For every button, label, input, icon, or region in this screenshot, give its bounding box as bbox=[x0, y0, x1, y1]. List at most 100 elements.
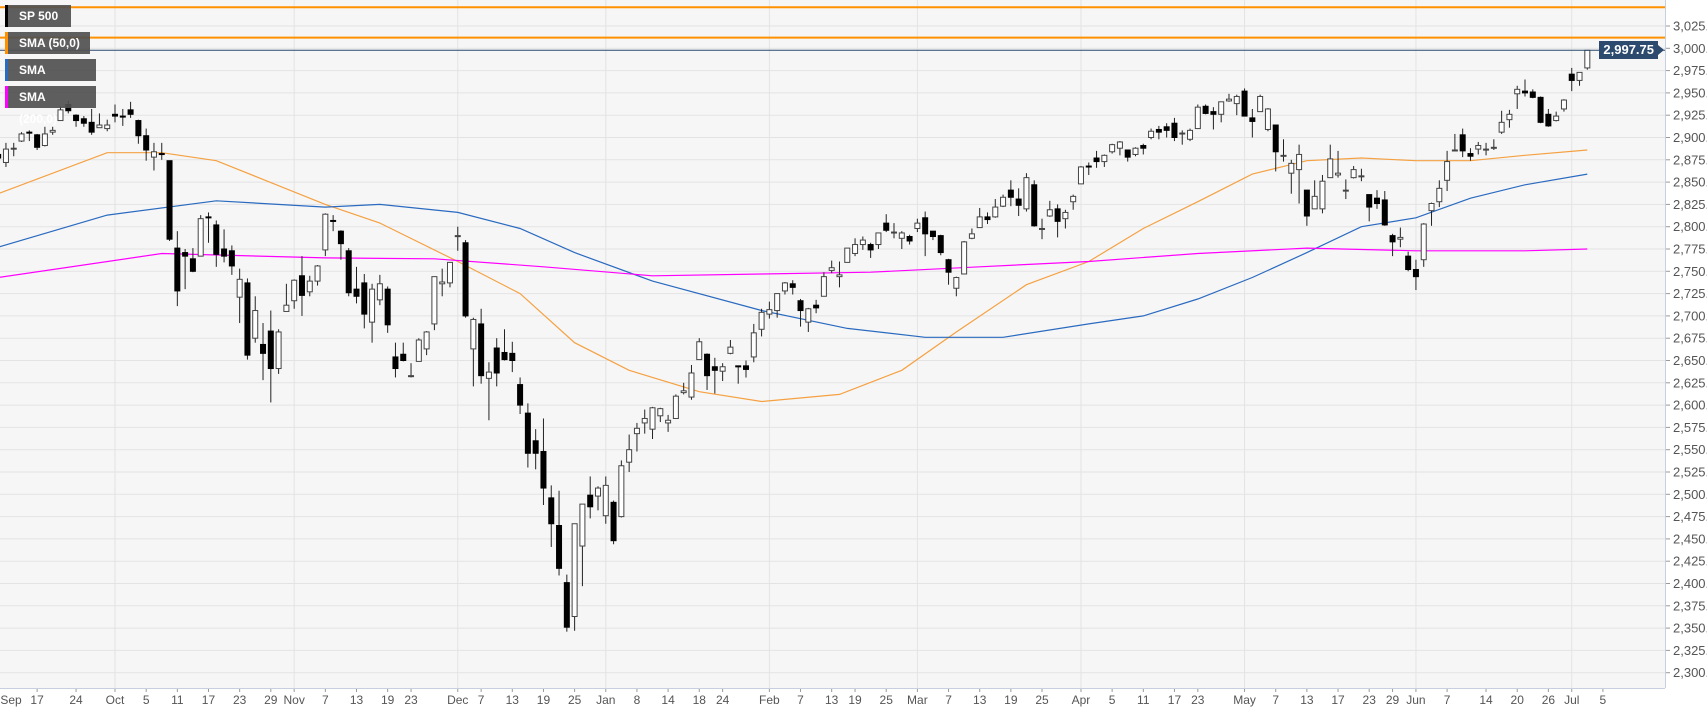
legend-sma200[interactable]: SMA (200,0) bbox=[5, 86, 96, 126]
candle bbox=[1545, 108, 1552, 127]
x-tick-label: 17 bbox=[1168, 693, 1182, 707]
candle bbox=[898, 231, 905, 249]
candle bbox=[781, 282, 788, 295]
candle bbox=[914, 218, 921, 233]
candle bbox=[1514, 85, 1521, 109]
candle-body bbox=[221, 248, 228, 257]
candle-body bbox=[766, 309, 773, 315]
candle bbox=[719, 363, 726, 382]
candle-body bbox=[571, 523, 578, 618]
candle-body bbox=[805, 308, 812, 323]
candle-body bbox=[992, 206, 999, 218]
candle-body bbox=[937, 235, 944, 254]
candle-body bbox=[1560, 99, 1567, 110]
candle bbox=[1288, 159, 1295, 194]
candle-body bbox=[875, 232, 882, 246]
candle-body bbox=[423, 331, 430, 350]
candle bbox=[1249, 108, 1256, 138]
candle bbox=[1163, 123, 1170, 138]
x-tick-label: 13 bbox=[1300, 693, 1314, 707]
candle bbox=[774, 293, 781, 318]
candle-body bbox=[1288, 162, 1295, 174]
candle bbox=[1194, 104, 1201, 130]
legend-sma50[interactable]: SMA (50,0) bbox=[5, 32, 90, 54]
candle bbox=[1116, 141, 1123, 156]
candle bbox=[1350, 166, 1357, 179]
candle-body bbox=[88, 121, 95, 133]
candle-body bbox=[781, 282, 788, 292]
candle-body bbox=[415, 339, 422, 362]
candle-body bbox=[143, 135, 150, 151]
candle-body bbox=[594, 487, 601, 497]
candle-body bbox=[298, 275, 305, 296]
y-tick-label: 3,025.00 bbox=[1673, 19, 1707, 34]
candle-body bbox=[509, 352, 516, 362]
candle-body bbox=[135, 120, 142, 137]
candle bbox=[540, 418, 547, 506]
candle-body bbox=[1498, 121, 1505, 133]
candle bbox=[735, 365, 742, 384]
candle-body bbox=[1475, 145, 1482, 150]
candle bbox=[587, 476, 594, 519]
y-tick-label: 2,925.00 bbox=[1673, 108, 1707, 123]
candle-body bbox=[836, 274, 843, 278]
candle bbox=[672, 394, 679, 419]
candle-body bbox=[166, 160, 173, 240]
candle bbox=[945, 258, 952, 285]
candle bbox=[696, 338, 703, 361]
candle-body bbox=[680, 390, 687, 394]
candle-body bbox=[1210, 111, 1217, 115]
candle-body bbox=[306, 280, 313, 293]
candle-body bbox=[189, 258, 196, 272]
x-tick-label: Feb bbox=[759, 693, 780, 707]
candle bbox=[1155, 125, 1162, 140]
candle bbox=[1498, 110, 1505, 134]
candle bbox=[291, 279, 298, 309]
legend-sp500[interactable]: SP 500 bbox=[5, 5, 71, 27]
y-tick-label: 2,800.00 bbox=[1673, 219, 1707, 234]
candle-body bbox=[0, 153, 2, 159]
candle-body bbox=[1568, 73, 1575, 81]
candle bbox=[883, 214, 890, 233]
candle bbox=[166, 160, 173, 241]
candle bbox=[197, 215, 204, 257]
x-tick-label: 19 bbox=[1004, 693, 1018, 707]
candle bbox=[112, 104, 119, 123]
candle-body bbox=[1506, 113, 1513, 121]
candle-body bbox=[1007, 189, 1014, 198]
x-tick-label: 5 bbox=[143, 693, 150, 707]
candle bbox=[1093, 150, 1100, 168]
y-tick-label: 2,725.00 bbox=[1673, 286, 1707, 301]
candle bbox=[119, 108, 126, 126]
candle bbox=[1366, 194, 1373, 222]
candle bbox=[1062, 209, 1069, 229]
candle-body bbox=[1124, 149, 1131, 158]
candle bbox=[1397, 227, 1404, 248]
legend-sma100[interactable]: SMA (100,0) bbox=[5, 59, 96, 99]
candle bbox=[267, 310, 274, 403]
candle bbox=[213, 220, 220, 267]
candle bbox=[1085, 162, 1092, 175]
candle-body bbox=[1257, 95, 1264, 113]
candle-body bbox=[1490, 146, 1497, 149]
candle bbox=[641, 409, 648, 434]
x-tick-label: 11 bbox=[1137, 693, 1150, 707]
candle bbox=[1506, 109, 1513, 128]
candle bbox=[1039, 218, 1046, 240]
candle bbox=[18, 132, 25, 142]
candle bbox=[820, 272, 827, 297]
x-tick-label: 29 bbox=[264, 693, 278, 707]
candle bbox=[189, 248, 196, 273]
candle bbox=[750, 323, 757, 363]
candle bbox=[1303, 189, 1310, 226]
legend-color-swatch bbox=[5, 59, 8, 81]
y-tick-label: 2,950.00 bbox=[1673, 85, 1707, 100]
candle bbox=[602, 476, 609, 524]
candle-body bbox=[883, 222, 890, 231]
sma-line bbox=[0, 173, 1588, 338]
candle bbox=[1319, 174, 1326, 214]
candle bbox=[1070, 194, 1077, 210]
candle bbox=[96, 113, 103, 129]
candle bbox=[1296, 144, 1303, 204]
candle bbox=[1132, 147, 1139, 157]
